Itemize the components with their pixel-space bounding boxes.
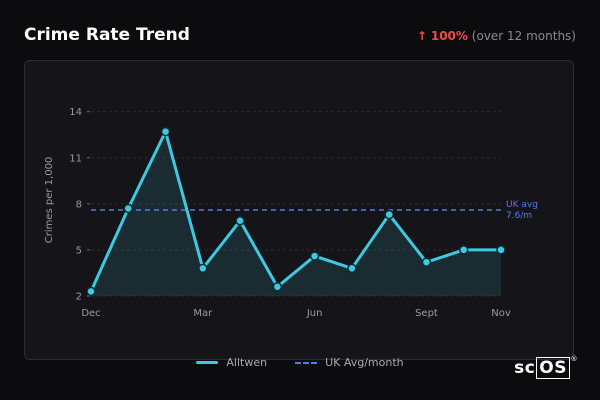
data-point — [384, 209, 394, 220]
data-point — [347, 263, 357, 274]
chart-legend: Alltwen UK Avg/month — [0, 356, 600, 369]
y-tick-label: 2 — [76, 292, 82, 303]
x-tick-label: Nov — [491, 308, 511, 319]
data-point — [272, 282, 283, 292]
change-indicator: ↑ 100% (over 12 months) — [417, 29, 576, 43]
brand-prefix: sc — [514, 358, 536, 378]
y-tick-label: 5 — [76, 245, 82, 256]
data-point — [421, 257, 432, 267]
change-period: (over 12 months) — [471, 29, 576, 43]
data-point — [235, 215, 245, 226]
y-axis-label: Crimes per 1,000 — [44, 157, 55, 244]
y-tick-label: 14 — [69, 107, 82, 118]
brand-registered-mark: ® — [570, 355, 578, 363]
uk-average-label: UK avg — [506, 200, 538, 210]
data-point — [198, 263, 208, 274]
chart-title: Crime Rate Trend — [24, 25, 190, 45]
x-tick-label: Sept — [415, 308, 438, 319]
brand-boxed: OS — [536, 357, 570, 379]
x-tick-label: Mar — [193, 308, 213, 319]
data-point — [458, 245, 469, 255]
data-point — [496, 245, 506, 255]
legend-series-label: Alltwen — [226, 356, 268, 369]
brand-logo: sc OS ® — [514, 355, 578, 379]
up-arrow-icon: ↑ — [416, 29, 428, 43]
series-area — [91, 131, 501, 296]
series-swatch — [196, 361, 219, 364]
data-point — [160, 126, 171, 137]
x-tick-label: Dec — [81, 308, 100, 319]
data-point — [123, 203, 134, 214]
uk-average-value: 7.6/m — [506, 211, 532, 221]
series-line — [89, 130, 501, 293]
y-tick-label: 8 — [76, 199, 82, 210]
average-swatch — [295, 361, 318, 364]
data-point — [309, 251, 320, 261]
change-percent: 100% — [430, 29, 468, 43]
x-tick-label: Jun — [306, 308, 323, 319]
y-tick-label: 11 — [69, 153, 82, 164]
data-point — [86, 286, 96, 297]
legend-item-series[interactable]: Alltwen — [196, 356, 267, 369]
legend-item-average[interactable]: UK Avg/month — [295, 356, 404, 369]
legend-average-label: UK Avg/month — [325, 356, 404, 369]
